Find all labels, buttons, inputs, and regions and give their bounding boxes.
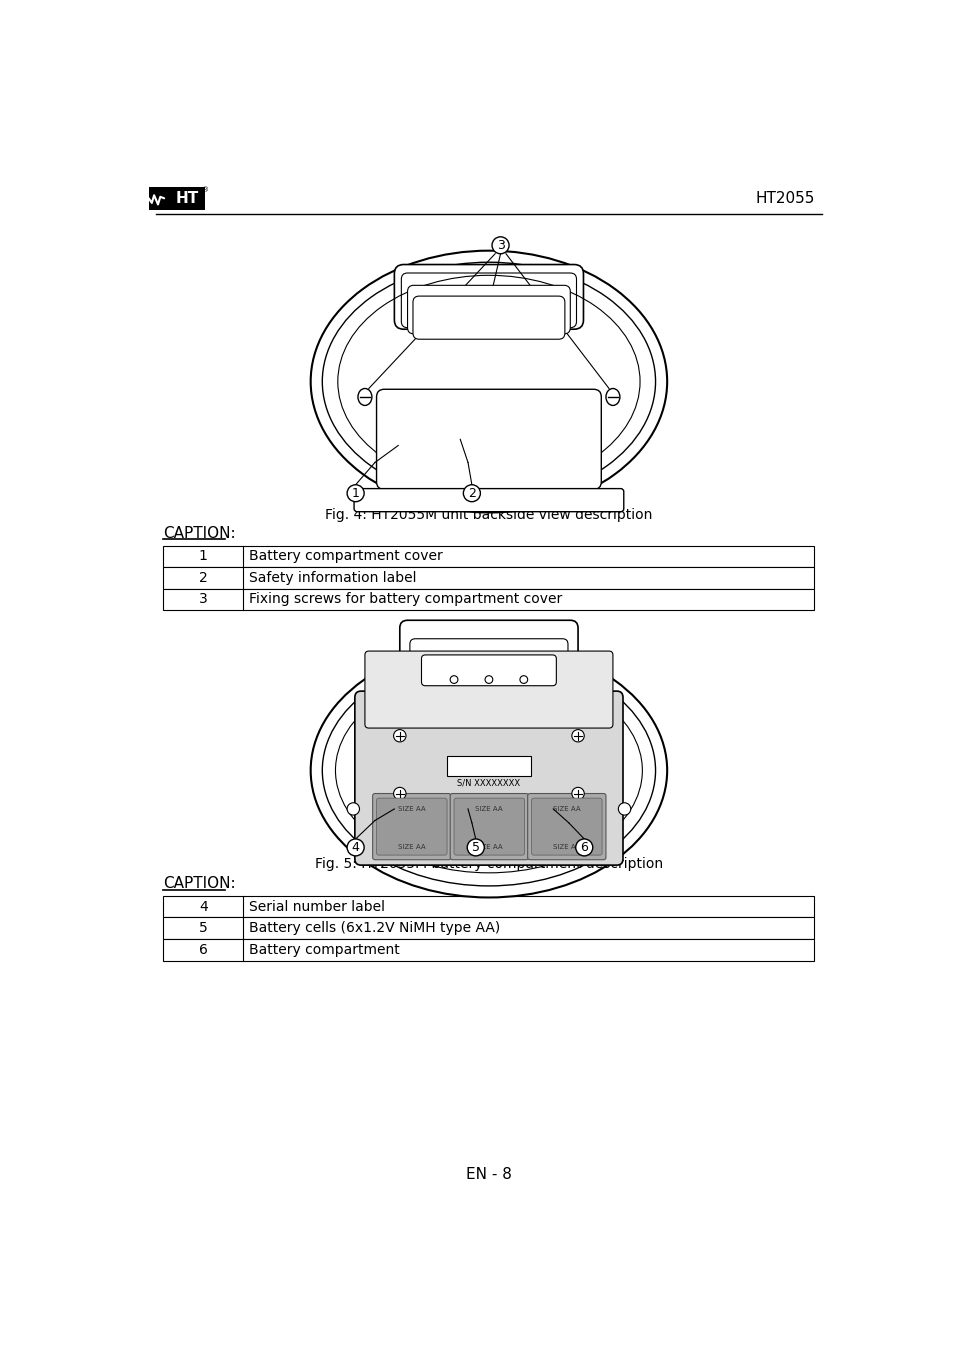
Text: SIZE AA: SIZE AA [475, 844, 502, 850]
Circle shape [347, 802, 359, 815]
Bar [149, 186, 204, 209]
FancyBboxPatch shape [376, 389, 600, 489]
FancyBboxPatch shape [365, 651, 612, 728]
Circle shape [450, 676, 457, 684]
Text: S/N XXXXXXXX: S/N XXXXXXXX [456, 778, 520, 788]
Text: Fig. 4: HT2055M unit backside view description: Fig. 4: HT2055M unit backside view descr… [325, 508, 652, 521]
Text: 1: 1 [198, 550, 208, 563]
FancyBboxPatch shape [454, 798, 524, 855]
Text: 3: 3 [497, 239, 504, 251]
Ellipse shape [481, 304, 496, 320]
Text: CAPTION:: CAPTION: [163, 526, 235, 540]
Text: 4: 4 [352, 840, 359, 854]
Circle shape [347, 485, 364, 501]
Circle shape [575, 839, 592, 857]
FancyBboxPatch shape [410, 639, 567, 682]
Bar [163, 567, 814, 589]
Text: 2: 2 [199, 571, 208, 585]
Text: SIZE AA: SIZE AA [475, 807, 502, 812]
Text: Fig. 5: HT2055M battery compartment description: Fig. 5: HT2055M battery compartment desc… [314, 858, 662, 871]
Circle shape [492, 236, 509, 254]
Ellipse shape [311, 643, 666, 897]
FancyBboxPatch shape [407, 285, 570, 334]
Text: Serial number label: Serial number label [249, 900, 385, 913]
Text: 6: 6 [579, 840, 588, 854]
FancyBboxPatch shape [531, 798, 601, 855]
Bar [163, 917, 814, 939]
Circle shape [618, 802, 630, 815]
Circle shape [484, 676, 493, 684]
FancyBboxPatch shape [394, 265, 583, 330]
FancyBboxPatch shape [421, 655, 556, 686]
FancyBboxPatch shape [373, 793, 451, 859]
Text: 5: 5 [471, 840, 479, 854]
Ellipse shape [357, 389, 372, 405]
Circle shape [347, 839, 364, 857]
FancyBboxPatch shape [399, 620, 578, 678]
FancyBboxPatch shape [447, 755, 530, 775]
FancyBboxPatch shape [355, 692, 622, 865]
Text: SIZE AA: SIZE AA [552, 844, 579, 850]
Circle shape [394, 730, 406, 742]
Text: 6: 6 [198, 943, 208, 957]
Circle shape [467, 839, 484, 857]
Text: Battery compartment cover: Battery compartment cover [249, 550, 443, 563]
Bar [163, 589, 814, 611]
Bar [163, 939, 814, 961]
FancyBboxPatch shape [376, 798, 447, 855]
Ellipse shape [322, 262, 655, 501]
Text: EN - 8: EN - 8 [465, 1167, 512, 1182]
FancyBboxPatch shape [354, 489, 623, 512]
FancyBboxPatch shape [450, 793, 528, 859]
Circle shape [463, 485, 480, 501]
Text: SIZE AA: SIZE AA [552, 807, 579, 812]
Ellipse shape [311, 251, 666, 512]
Text: ®: ® [201, 188, 209, 193]
Text: 5: 5 [199, 921, 208, 935]
FancyBboxPatch shape [413, 296, 564, 339]
Text: 1: 1 [352, 486, 359, 500]
Text: SIZE AA: SIZE AA [397, 807, 425, 812]
FancyBboxPatch shape [527, 793, 605, 859]
Ellipse shape [322, 655, 655, 886]
Text: 4: 4 [199, 900, 208, 913]
Text: Safety information label: Safety information label [249, 571, 416, 585]
Text: Battery compartment: Battery compartment [249, 943, 399, 957]
Ellipse shape [335, 667, 641, 873]
Circle shape [394, 788, 406, 800]
Text: Fixing screws for battery compartment cover: Fixing screws for battery compartment co… [249, 593, 562, 607]
Bar [163, 546, 814, 567]
FancyBboxPatch shape [401, 273, 576, 328]
Text: HT2055: HT2055 [754, 190, 814, 205]
Bar [163, 896, 814, 917]
Ellipse shape [605, 389, 619, 405]
Text: HT: HT [175, 190, 199, 205]
Text: SIZE AA: SIZE AA [397, 844, 425, 850]
Circle shape [571, 730, 583, 742]
Text: 2: 2 [468, 486, 476, 500]
Text: 3: 3 [199, 593, 208, 607]
Circle shape [519, 676, 527, 684]
Text: CAPTION:: CAPTION: [163, 875, 235, 892]
Text: Battery cells (6x1.2V NiMH type AA): Battery cells (6x1.2V NiMH type AA) [249, 921, 500, 935]
Circle shape [571, 788, 583, 800]
